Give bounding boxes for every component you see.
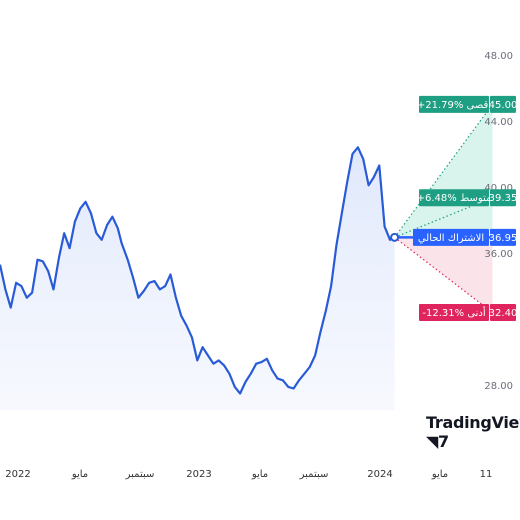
forecast-line-3 <box>394 236 493 313</box>
forecast-tag-box-0 <box>419 95 489 113</box>
x-tick-label: 2022 <box>5 469 30 480</box>
forecast-tag-label-0: +21.79% أقصى <box>417 98 491 111</box>
x-tick-label: سبتمبر <box>125 469 155 480</box>
x-tick-label: مايو <box>251 469 268 480</box>
tradingview-logo: TradingView ◥7 <box>426 413 520 451</box>
y-tick-label: 28.00 <box>484 381 513 392</box>
forecast-value-box-3 <box>490 304 516 322</box>
y-tick-label: 44.00 <box>484 117 513 128</box>
price-line <box>0 146 396 395</box>
forecast-value-label-1: 39.35 <box>489 193 518 204</box>
forecast-value-box-1 <box>490 189 516 207</box>
x-tick-label: سبتمبر <box>299 469 329 480</box>
forecast-value-box-0 <box>490 95 516 113</box>
x-tick-label: 2024 <box>367 469 392 480</box>
forecast-value-label-2: 36.95 <box>489 233 518 244</box>
x-tick-label: 2023 <box>186 469 211 480</box>
x-tick-label: مايو <box>71 469 88 480</box>
y-tick-label: 48.00 <box>484 51 513 62</box>
forecast-value-label-3: 32.40 <box>489 308 518 319</box>
price-area <box>0 147 395 411</box>
y-tick-label: 40.00 <box>484 183 513 194</box>
tradingview-logo-icon: ◥7 <box>426 432 449 451</box>
x-tick-label: 11 <box>480 469 493 480</box>
forecast-tag-box-2 <box>413 228 489 246</box>
forecast-tag-label-1: +6.48% متوسط <box>417 193 492 204</box>
forecast-origin-point <box>390 232 400 242</box>
forecast-value-label-0: 45.00 <box>489 100 518 111</box>
forecast-value-box-2 <box>490 228 516 246</box>
y-tick-label: 36.00 <box>484 249 513 260</box>
forecast-tag-box-1 <box>419 189 489 207</box>
x-tick-label: مايو <box>431 469 448 480</box>
logo-text: TradingView <box>426 413 520 432</box>
forecast-tag-box-3 <box>419 304 489 322</box>
forecast-tag-label-3: -12.31% أدنى <box>422 306 485 319</box>
forecast-tag-label-2: الاشتراك الحالي <box>418 233 484 244</box>
